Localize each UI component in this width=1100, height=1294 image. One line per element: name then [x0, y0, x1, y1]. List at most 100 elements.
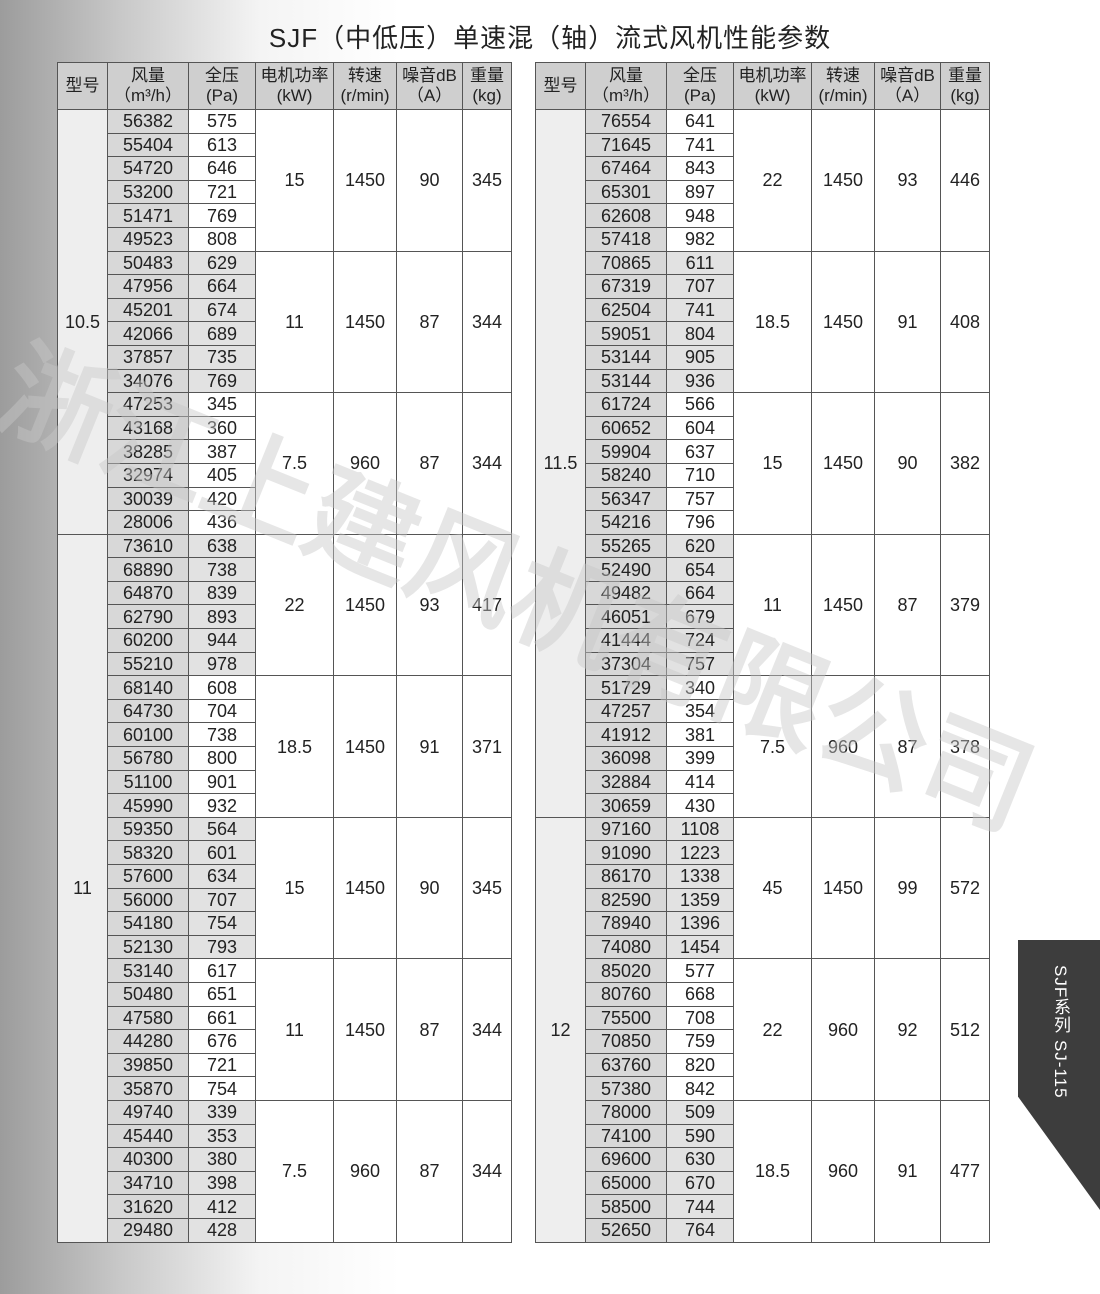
table-row: 57380 842	[536, 1076, 990, 1101]
power-cell: 11	[255, 958, 334, 1101]
airflow-cell: 40300	[107, 1147, 189, 1172]
table-row: 45990 932	[58, 793, 512, 818]
table-row: 56000 707	[58, 887, 512, 913]
speed-cell: 1450	[811, 533, 875, 677]
pressure-cell: 345	[188, 392, 256, 417]
airflow-cell: 53144	[585, 368, 667, 394]
pressure-cell: 843	[666, 156, 734, 181]
pressure-cell: 670	[666, 1170, 734, 1196]
airflow-cell: 57380	[585, 1076, 667, 1101]
airflow-cell: 29480	[107, 1217, 189, 1243]
pressure-cell: 721	[188, 1052, 256, 1078]
table-row: 54216 796	[536, 510, 990, 535]
airflow-cell: 57418	[585, 226, 667, 252]
pressure-cell: 604	[666, 415, 734, 441]
table-row: 31620 412	[58, 1194, 512, 1219]
airflow-cell: 57600	[107, 864, 189, 889]
airflow-cell: 39850	[107, 1052, 189, 1078]
pressure-cell: 638	[188, 533, 256, 559]
model-cell: 11.5	[535, 109, 586, 818]
airflow-cell: 44280	[107, 1029, 189, 1054]
noise-cell: 93	[396, 533, 463, 677]
table-row: 74100 590	[536, 1123, 990, 1149]
pressure-cell: 707	[666, 274, 734, 299]
table-row: 69600 630	[536, 1147, 990, 1172]
table-row: 71645 741	[536, 132, 990, 158]
airflow-cell: 63760	[585, 1052, 667, 1078]
table-row: 51729 340 7.5 960 87 378	[536, 675, 990, 818]
pressure-cell: 339	[188, 1099, 256, 1125]
airflow-cell: 68140	[107, 675, 189, 700]
table-row: 41912 381	[536, 722, 990, 748]
table-row: 34710 398	[58, 1170, 512, 1196]
side-tab-label: SJF系列 SJ-115	[1051, 965, 1070, 1099]
table-row: 47253 345 7.5 960 87 344	[58, 392, 512, 535]
table-row: 55404 613	[58, 132, 512, 158]
pressure-cell: 905	[666, 344, 734, 370]
airflow-cell: 35870	[107, 1076, 189, 1101]
table-row: 65000 670	[536, 1170, 990, 1196]
pressure-cell: 674	[188, 297, 256, 323]
table-row: 63760 820	[536, 1052, 990, 1078]
power-cell: 15	[255, 816, 334, 960]
table-row: 57600 634	[58, 864, 512, 889]
weight-cell: 382	[940, 392, 990, 535]
table-row: 70850 759	[536, 1029, 990, 1054]
table-row: 67464 843	[536, 156, 990, 181]
airflow-cell: 53140	[107, 958, 189, 983]
table-row: 40300 380	[58, 1147, 512, 1172]
pressure-cell: 754	[188, 911, 256, 936]
airflow-cell: 54216	[585, 510, 667, 535]
pressure-cell: 804	[666, 321, 734, 346]
power-cell: 22	[733, 958, 812, 1101]
airflow-cell: 78000	[585, 1099, 667, 1125]
speed-cell: 1450	[333, 958, 397, 1101]
airflow-cell: 52130	[107, 934, 189, 960]
pressure-cell: 380	[188, 1147, 256, 1172]
airflow-cell: 34710	[107, 1170, 189, 1196]
weight-cell: 512	[940, 958, 990, 1101]
pressure-cell: 577	[666, 958, 734, 983]
airflow-cell: 60200	[107, 628, 189, 653]
airflow-cell: 74100	[585, 1123, 667, 1149]
airflow-cell: 51729	[585, 675, 667, 700]
table-row: 74080 1454	[536, 934, 990, 960]
noise-cell: 91	[396, 675, 463, 818]
speed-cell: 1450	[811, 392, 875, 535]
weight-cell: 408	[940, 250, 990, 394]
table-row: 49740 339 7.5 960 87 344	[58, 1099, 512, 1243]
header-airflow: 风量 （m³/h）	[107, 62, 189, 110]
pressure-cell: 566	[666, 392, 734, 417]
pressure-cell: 978	[188, 651, 256, 677]
table-row: 45440 353	[58, 1123, 512, 1149]
page-title: SJF（中低压）单速混（轴）流式风机性能参数	[268, 23, 832, 53]
pressure-cell: 735	[188, 344, 256, 370]
table-row: 11 73610 638 22 1450 93 417	[57, 533, 512, 1243]
table-row: 82590 1359	[536, 887, 990, 913]
airflow-cell: 60100	[107, 722, 189, 748]
airflow-cell: 56000	[107, 887, 189, 913]
noise-cell: 87	[874, 675, 941, 818]
pressure-cell: 420	[188, 486, 256, 512]
airflow-cell: 45201	[107, 297, 189, 323]
table-row: 58320 601	[58, 840, 512, 865]
airflow-cell: 75500	[585, 1005, 667, 1031]
table-row: 85020 577 22 960 92 512	[536, 958, 990, 1101]
table-row: 52490 654	[536, 557, 990, 582]
table-row: 42066 689	[58, 321, 512, 346]
airflow-cell: 56780	[107, 746, 189, 771]
airflow-cell: 59350	[107, 816, 189, 842]
weight-cell: 378	[940, 675, 990, 818]
airflow-cell: 51471	[107, 203, 189, 228]
table-row: 44280 676	[58, 1029, 512, 1054]
airflow-cell: 54180	[107, 911, 189, 936]
table-row: 60100 738	[58, 722, 512, 748]
header-power: 电机功率 (kW)	[255, 62, 334, 110]
pressure-cell: 668	[666, 981, 734, 1007]
airflow-cell: 67464	[585, 156, 667, 181]
pressure-cell: 630	[666, 1147, 734, 1172]
table-row: 58240 710	[536, 462, 990, 488]
airflow-cell: 47253	[107, 392, 189, 417]
table-row: 34076 769	[58, 368, 512, 394]
pressure-cell: 399	[666, 746, 734, 771]
